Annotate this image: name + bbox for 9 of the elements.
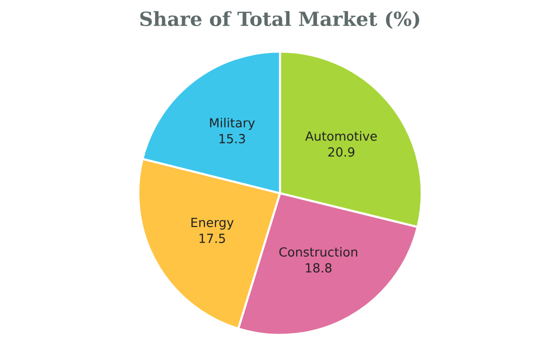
data-label: 18.8	[306, 263, 332, 273]
data-label: 15.3	[219, 134, 245, 144]
slice-label: Energy	[191, 218, 234, 230]
slice-label: Military	[210, 118, 255, 130]
slice-label: Automotive	[305, 131, 377, 141]
data-label: 17.5	[200, 234, 225, 244]
chart-title: Share of Total Market (%)	[140, 11, 420, 29]
slice-label: Construction	[279, 247, 358, 257]
data-label: 20.9	[328, 147, 354, 157]
